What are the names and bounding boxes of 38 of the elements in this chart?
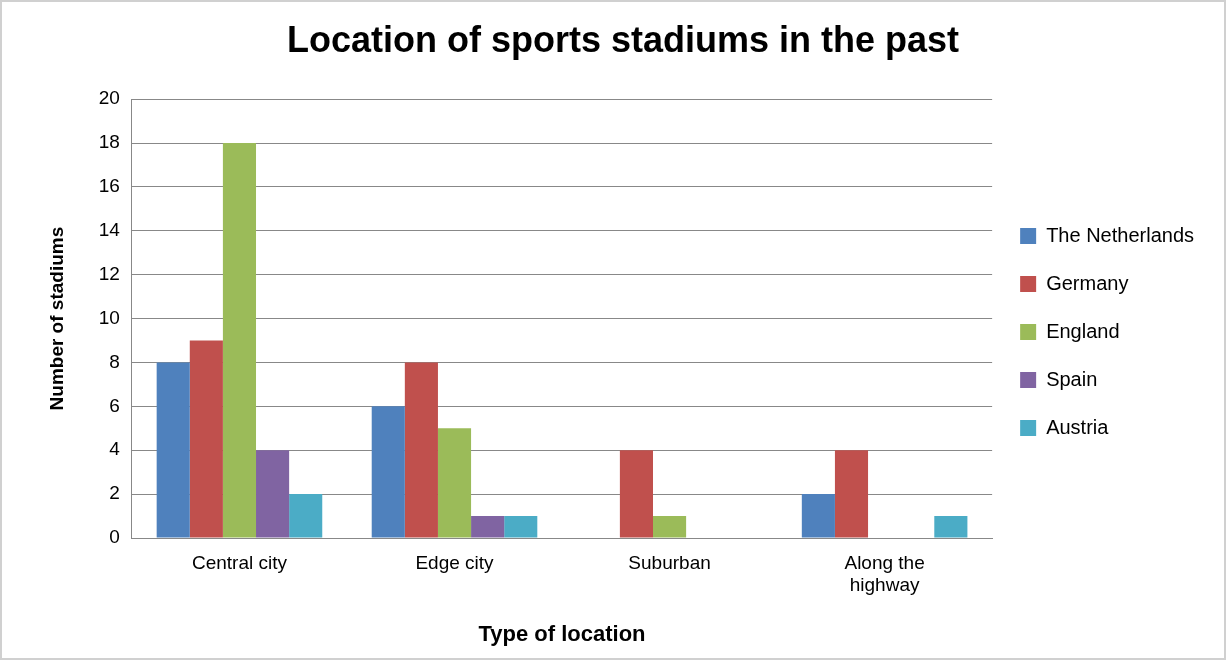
y-tick-label: 10 — [98, 306, 120, 328]
bar — [289, 494, 323, 538]
legend-label: The Netherlands — [1046, 223, 1195, 246]
bar — [504, 516, 538, 538]
legend-label: Germany — [1046, 271, 1129, 294]
y-tick-label: 2 — [109, 482, 120, 504]
x-tick-label: Edge city — [415, 551, 495, 573]
y-tick-label: 8 — [109, 350, 120, 372]
bar — [404, 362, 438, 538]
y-tick-label: 0 — [109, 526, 120, 548]
y-tick-label: 18 — [98, 131, 120, 153]
y-tick-label: 14 — [98, 219, 121, 241]
y-tick-label: 6 — [109, 394, 120, 416]
bar — [653, 516, 687, 538]
bar — [437, 428, 472, 538]
bar — [222, 143, 257, 538]
bar — [156, 362, 190, 538]
bar — [471, 516, 505, 538]
y-axis-title: Number of stadiums — [45, 226, 67, 411]
bar — [371, 406, 405, 538]
x-axis-title: Type of location — [478, 620, 646, 646]
bar — [934, 516, 968, 538]
bar — [801, 494, 835, 538]
legend-label: Austria — [1046, 415, 1110, 438]
x-tick-label: Suburban — [628, 551, 711, 573]
bar — [189, 340, 223, 538]
y-tick-label: 4 — [109, 438, 121, 460]
y-tick-label: 12 — [98, 262, 120, 284]
y-tick-label: 20 — [98, 87, 120, 109]
y-tick-label: 16 — [98, 175, 120, 197]
bar — [834, 450, 869, 538]
bar — [619, 450, 653, 538]
legend-label: Spain — [1046, 367, 1098, 390]
bar — [256, 450, 290, 538]
x-tick-label: Along the highway — [844, 551, 925, 596]
chart-title: Location of sports stadiums in the past — [286, 18, 960, 60]
legend-label: England — [1046, 319, 1120, 342]
x-tick-label: Central city — [191, 551, 288, 573]
